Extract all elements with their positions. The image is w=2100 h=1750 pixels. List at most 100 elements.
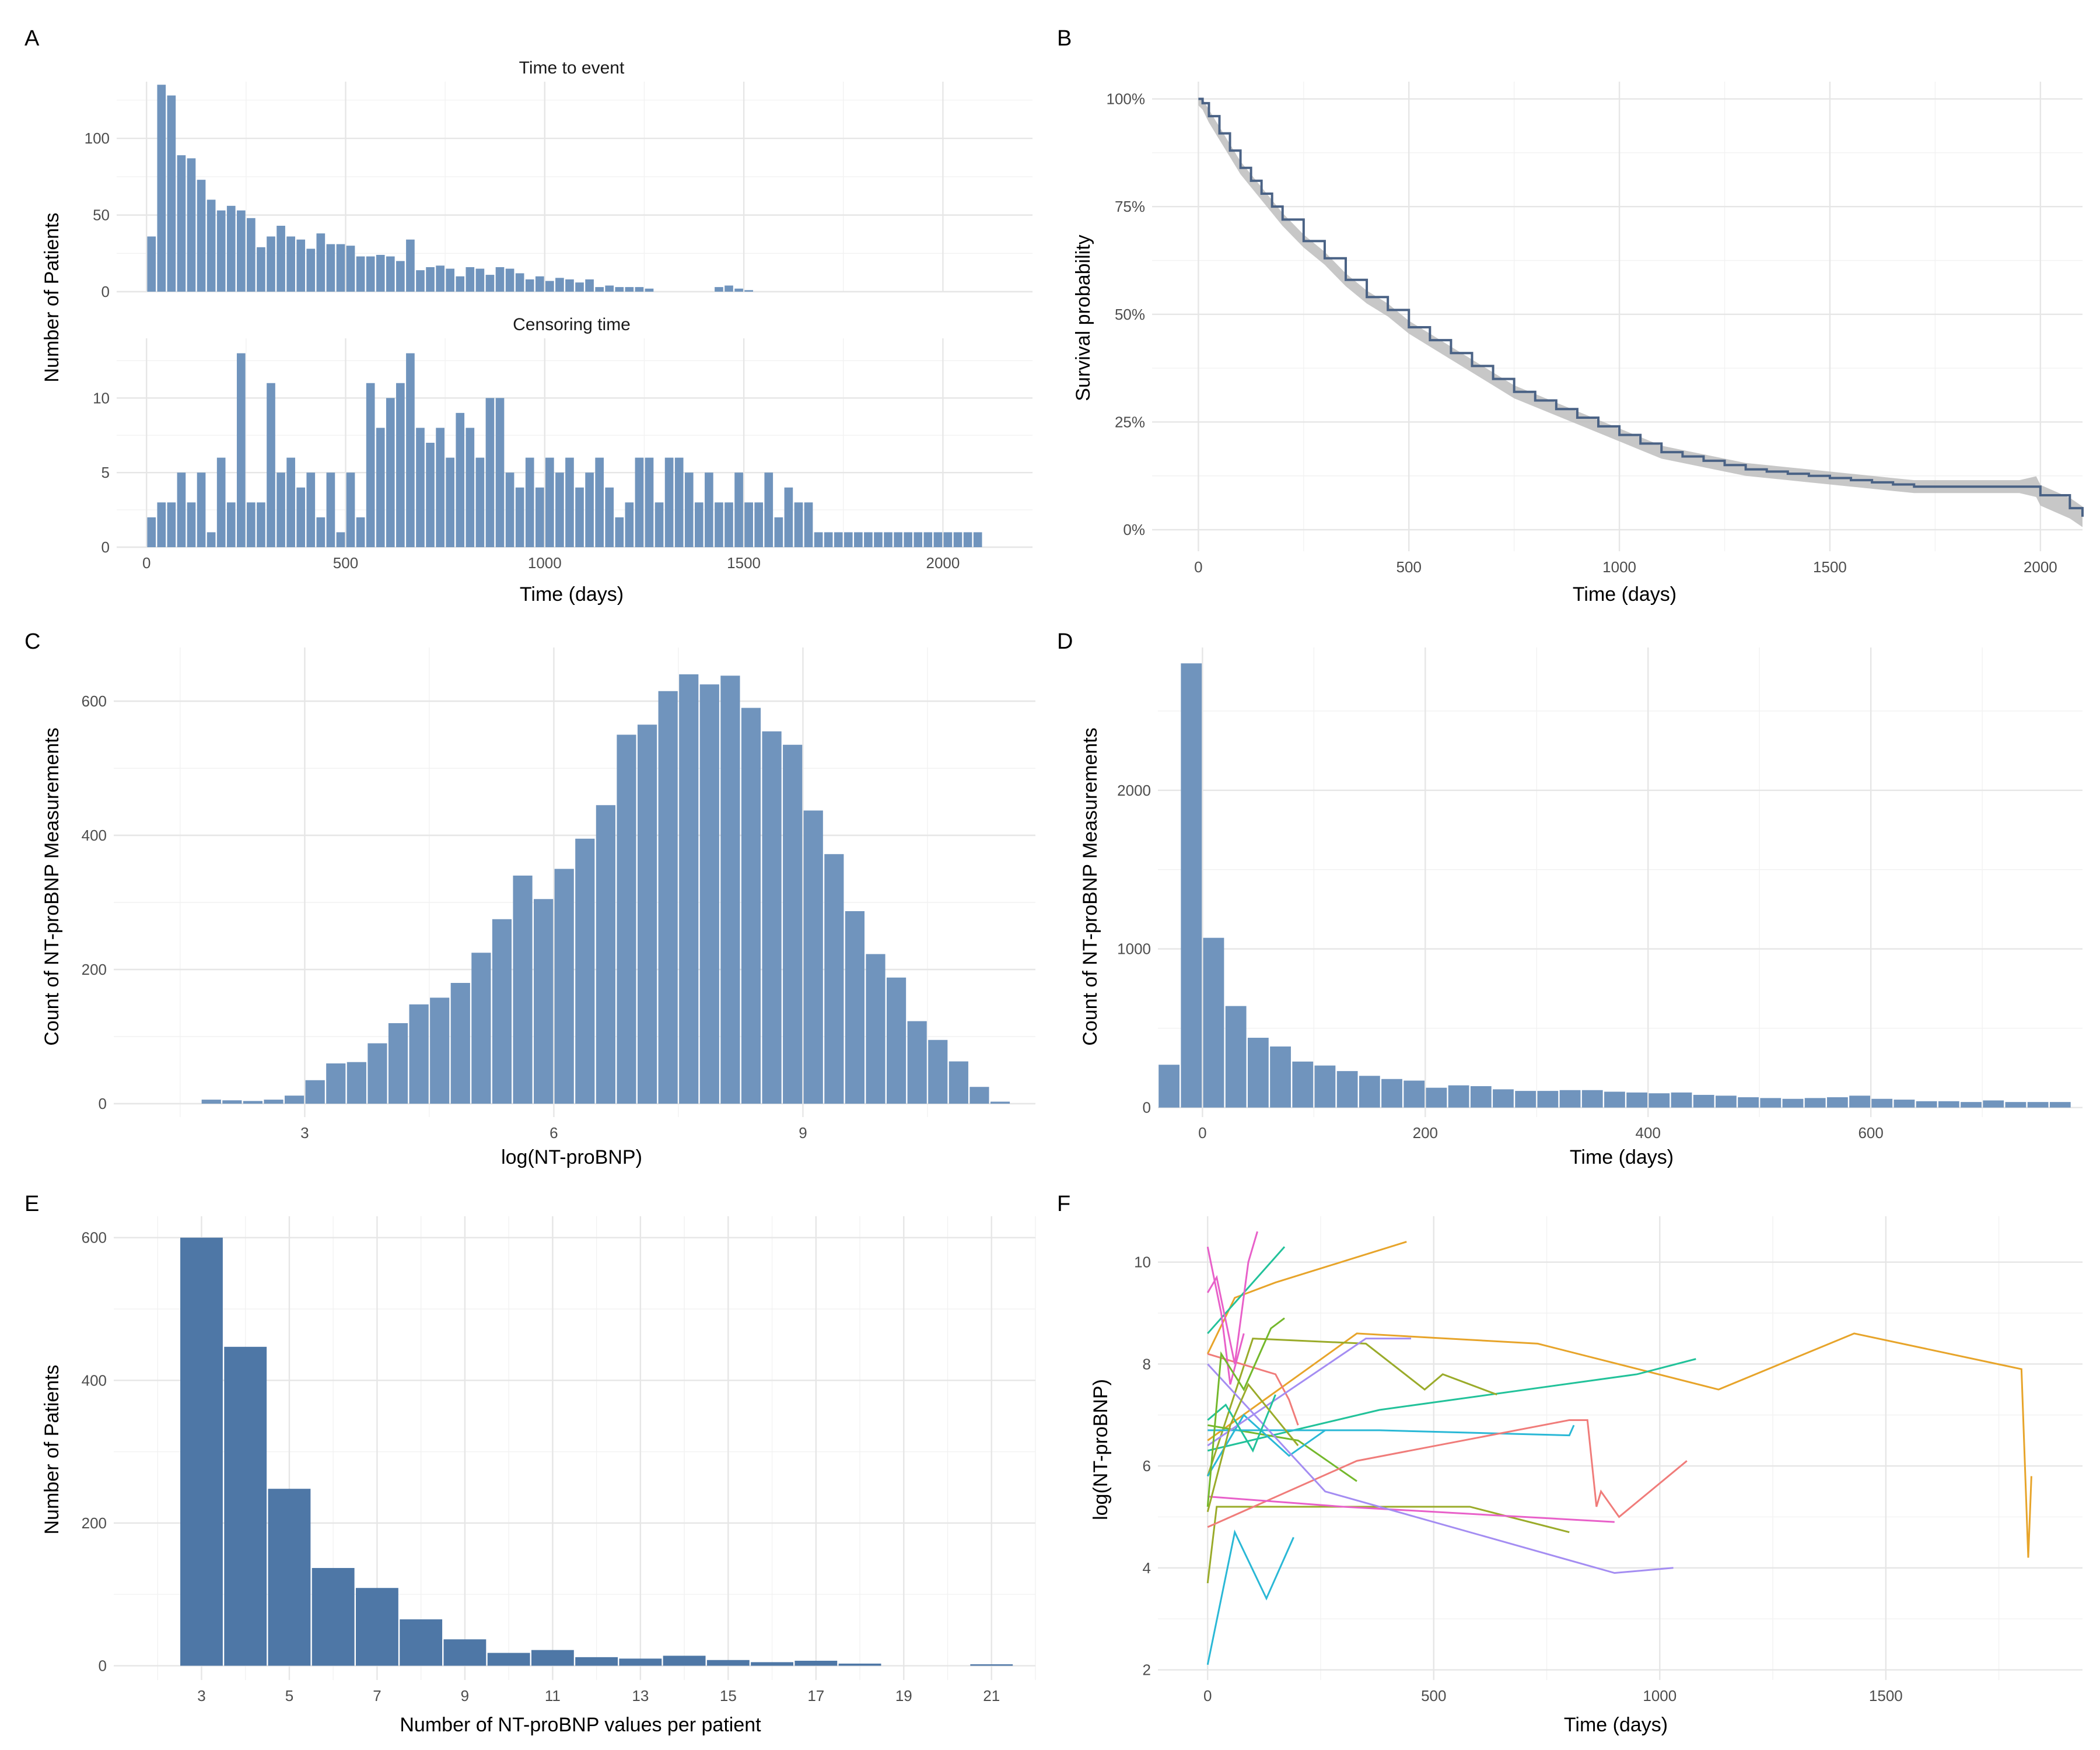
- bar: [824, 854, 844, 1104]
- bar: [226, 205, 236, 292]
- bar: [296, 239, 306, 292]
- x-tick-label: 9: [799, 1124, 807, 1142]
- panel-label-b: B: [1057, 26, 1072, 51]
- bar: [949, 1061, 968, 1104]
- x-tick-label: 1500: [1813, 558, 1847, 576]
- bar: [1626, 1092, 1648, 1108]
- bar: [715, 502, 723, 547]
- bar: [585, 279, 594, 292]
- bar: [366, 256, 375, 292]
- bar: [177, 473, 186, 547]
- bar: [513, 876, 533, 1104]
- panel-c-y-title: Count of NT-proBNP Measurements: [41, 727, 63, 1046]
- bar: [296, 487, 306, 547]
- bar: [495, 267, 505, 292]
- x-tick-label: 13: [632, 1687, 649, 1704]
- bar: [970, 1664, 1013, 1666]
- bar: [874, 532, 883, 547]
- panel-b-x-title: Time (days): [1573, 583, 1676, 606]
- bar: [406, 239, 415, 292]
- bar: [1716, 1096, 1737, 1108]
- bar: [243, 1101, 263, 1104]
- bar: [1314, 1065, 1336, 1108]
- bar: [346, 1062, 366, 1104]
- bar: [366, 383, 375, 547]
- bar: [1470, 1086, 1492, 1108]
- bar: [1961, 1102, 1982, 1108]
- bar: [485, 275, 495, 292]
- bar: [485, 398, 495, 547]
- bar: [595, 457, 604, 547]
- bar: [1804, 1098, 1826, 1108]
- bar: [416, 270, 425, 292]
- y-tick-label: 400: [82, 827, 107, 844]
- bar: [286, 457, 295, 547]
- y-tick-label: 4: [1143, 1559, 1151, 1577]
- bar: [167, 95, 176, 292]
- bar: [386, 398, 395, 547]
- bar: [914, 532, 923, 547]
- bar: [416, 428, 425, 547]
- bar: [187, 502, 196, 547]
- bar: [645, 288, 654, 292]
- bar: [605, 285, 614, 292]
- chart-measurement-time-histogram: 0 200 400 600 0 1000 2000: [1117, 648, 2082, 1142]
- bar: [1983, 1100, 2004, 1108]
- chart-censoring-time: 0 500 1000 1500 2000 0 5 10: [93, 338, 1032, 572]
- bar: [1292, 1061, 1314, 1108]
- bar: [236, 210, 246, 292]
- x-tick-label: 200: [1413, 1124, 1438, 1142]
- bar: [699, 684, 719, 1104]
- bar: [247, 218, 256, 292]
- bar: [625, 287, 634, 292]
- facet-title-censoring-time: Censoring time: [513, 315, 631, 334]
- x-tick-label: 1000: [528, 554, 562, 572]
- bar: [595, 287, 604, 292]
- bar: [724, 502, 733, 547]
- panel-label-d: D: [1057, 629, 1073, 654]
- bar: [267, 383, 275, 547]
- bar: [794, 502, 803, 547]
- x-tick-label: 6: [550, 1124, 558, 1142]
- bar: [525, 279, 534, 292]
- bar: [525, 457, 534, 547]
- y-tick-label: 75%: [1115, 198, 1145, 215]
- bar: [679, 674, 699, 1104]
- bar: [443, 1639, 487, 1666]
- bar: [973, 532, 982, 547]
- y-tick-label: 0: [99, 1657, 107, 1675]
- bar: [236, 353, 246, 547]
- panel-d-x-title: Time (days): [1570, 1146, 1674, 1168]
- bar: [1515, 1091, 1536, 1108]
- bar: [505, 473, 514, 547]
- chart-log-ntprobnp-histogram: 3 6 9 0 200 400 600: [82, 648, 1035, 1142]
- bar: [534, 899, 554, 1104]
- bar: [1916, 1101, 1937, 1108]
- bar: [963, 532, 972, 547]
- bar: [1782, 1098, 1804, 1108]
- bar: [803, 810, 823, 1104]
- x-tick-label: 17: [807, 1687, 824, 1704]
- x-tick-label: 3: [197, 1687, 205, 1704]
- panel-e-x-title: Number of NT-proBNP values per patient: [400, 1714, 761, 1736]
- bar: [436, 265, 444, 292]
- bar: [575, 1657, 618, 1666]
- bar: [312, 1567, 355, 1666]
- bar: [1336, 1071, 1358, 1108]
- x-tick-label: 500: [333, 554, 358, 572]
- panel-a-y-title: Number of Patients: [41, 212, 63, 382]
- y-tick-label: 1000: [1117, 940, 1151, 958]
- trajectory-line: [1206, 1231, 1258, 1364]
- bar: [1581, 1090, 1603, 1108]
- bar: [705, 473, 713, 547]
- km-confidence-band: [1198, 99, 2082, 527]
- y-tick-label: 5: [102, 464, 110, 481]
- bar: [1826, 1097, 1848, 1108]
- bar: [1559, 1090, 1581, 1108]
- bar: [694, 502, 704, 547]
- bar: [838, 1663, 881, 1666]
- bar: [157, 85, 166, 292]
- trajectory-line: [1206, 1241, 1407, 1354]
- bar: [1359, 1076, 1380, 1108]
